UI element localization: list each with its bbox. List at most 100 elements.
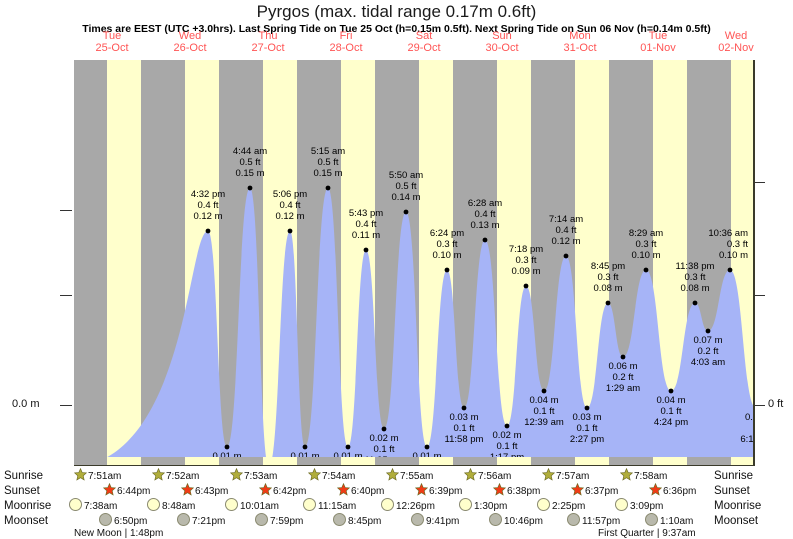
tide-point-label: 0.3 ft — [635, 239, 656, 250]
moon-circle-icon — [147, 498, 160, 511]
day-header-dow: Sun — [492, 30, 512, 42]
tide-point-label: 6:24 pm — [430, 228, 464, 239]
tide-annotations: 0.00 m0.0 ft10:34 am4:32 pm0.4 ft0.12 m0… — [165, 146, 753, 465]
day-header-5: Sun 30-Oct — [462, 30, 542, 54]
tide-point-label: 0.08 m — [680, 283, 709, 294]
star-icon — [620, 468, 633, 481]
sunset-cell-time: 6:44pm — [117, 486, 151, 497]
tide-point-label: 2:27 pm — [570, 434, 604, 445]
moon-circle-icon — [255, 513, 268, 526]
moonset-cell-5: 10:46pm — [489, 513, 543, 527]
day-night-strip-segment — [419, 457, 453, 465]
moon-circle-icon — [537, 498, 550, 511]
tide-point-label: 0.01 m — [412, 451, 441, 462]
tide-point-label: 5:06 pm — [273, 189, 307, 200]
moonset-cell-6: 11:57pm — [567, 513, 620, 527]
tide-point-label: 0.15 m — [235, 168, 264, 179]
moonrise-cell-7: 3:09pm — [615, 498, 663, 512]
y-axis-right-tick-zero — [755, 405, 765, 406]
day-header-date: 25-Oct — [95, 42, 129, 54]
tide-point-label: 0.11 m — [352, 230, 380, 241]
moonrise-cell-time: 10:01am — [240, 501, 279, 512]
tide-point-label: 0.04 m — [656, 395, 685, 406]
day-night-strip-segment — [687, 457, 731, 465]
moonset-cell-time: 9:41pm — [426, 516, 460, 527]
tide-point-label: 7:18 pm — [509, 244, 543, 255]
tide-point-marker — [482, 237, 488, 243]
tide-point-marker — [424, 444, 430, 450]
tide-point-marker — [605, 300, 611, 306]
moon-circle-icon — [333, 513, 346, 526]
tide-point-marker — [345, 444, 351, 450]
moonrise-cell-5: 1:30pm — [459, 498, 507, 512]
tide-point-marker — [541, 388, 547, 394]
astro-row-label-sunset: Sunset — [4, 485, 40, 497]
sunrise-cell-6: 7:57am — [542, 468, 589, 482]
tide-point-label: 0.08 m — [593, 283, 622, 294]
tide-point-label: 12:39 am — [524, 417, 564, 428]
tide-point-label: 0.5 ft — [239, 157, 260, 168]
tide-point-label: 8:45 pm — [591, 261, 625, 272]
tide-point-label: 5:43 pm — [349, 208, 383, 219]
tide-point-label: 0.13 m — [470, 220, 499, 231]
moon-phase-new-moon: New Moon | 1:48pm — [74, 528, 164, 539]
day-header-date: 02-Nov — [718, 42, 754, 54]
day-header-dow: Wed — [178, 30, 202, 42]
sunrise-cell-0: 7:51am — [74, 468, 121, 482]
tide-point-marker — [727, 267, 733, 273]
day-header-date: 31-Oct — [563, 42, 597, 54]
moon-phase-first-quarter: First Quarter | 9:37am — [598, 528, 696, 539]
tide-point-label: 0.01 m — [212, 451, 241, 462]
sunrise-cell-3: 7:54am — [308, 468, 355, 482]
tide-point-marker — [363, 247, 369, 253]
astro-row-label-sunset-right: Sunset — [714, 485, 750, 497]
plot-bottom-axis — [74, 465, 755, 466]
tide-point-label: 5:50 am — [389, 170, 423, 181]
tide-point-label: 1:29 am — [606, 383, 640, 394]
day-header-8: Wed 02-Nov — [696, 30, 776, 54]
tide-point-label: 0.5 ft — [395, 181, 416, 192]
tide-point-label: 0.04 m — [529, 395, 558, 406]
moonrise-cell-2: 10:01am — [225, 498, 279, 512]
tide-point-label: 0.03 m — [449, 412, 478, 423]
sunset-cell-time: 6:37pm — [585, 486, 619, 497]
day-night-strip-segment — [74, 457, 107, 465]
tide-point-label: 4:03 am — [691, 357, 725, 368]
day-header-6: Mon 31-Oct — [540, 30, 620, 54]
tide-point-label: 0.02 m — [369, 433, 398, 444]
star-icon — [649, 483, 662, 496]
y-axis-left-tick-mid — [60, 295, 72, 296]
tide-point-marker — [705, 328, 711, 334]
moon-circle-icon — [567, 513, 580, 526]
page-subtitle: Times are EEST (UTC +3.0hrs). Last Sprin… — [82, 23, 711, 35]
day-header-date: 28-Oct — [329, 42, 363, 54]
moonset-cell-0: 6:50pm — [99, 513, 147, 527]
tide-point-label: 0.15 m — [313, 168, 342, 179]
page-title: Pyrgos (max. tidal range 0.17m 0.6ft) — [256, 2, 537, 21]
moonrise-cell-0: 7:38am — [69, 498, 117, 512]
tide-water-area — [74, 188, 753, 465]
sunrise-cell-time: 7:52am — [166, 471, 200, 482]
y-axis-left-tick-upper — [60, 210, 72, 211]
tide-chart-svg: 0.00 m0.0 ft10:34 am4:32 pm0.4 ft0.12 m0… — [74, 60, 753, 465]
tide-point-marker — [668, 388, 674, 394]
tide-point-label: 5:15 am — [311, 146, 345, 157]
tide-point-label: 0.1 ft — [453, 423, 474, 434]
moonset-cell-2: 7:59pm — [255, 513, 303, 527]
moonset-cell-time: 6:50pm — [114, 516, 148, 527]
sunset-cell-4: 6:39pm — [415, 483, 462, 497]
tide-point-marker — [287, 228, 293, 234]
moon-circle-icon — [381, 498, 394, 511]
day-night-strip — [74, 457, 753, 465]
day-header-0: Tue 25-Oct — [72, 30, 152, 54]
moonrise-cell-time: 11:15am — [318, 501, 357, 512]
star-icon — [74, 468, 87, 481]
tide-point-label: 0.03 m — [572, 412, 601, 423]
moon-circle-icon — [303, 498, 316, 511]
moonset-cell-3: 8:45pm — [333, 513, 381, 527]
tide-point-label: 0.3 ft — [436, 239, 457, 250]
sunset-cell-3: 6:40pm — [337, 483, 384, 497]
tide-point-label: 0.12 m — [193, 211, 222, 222]
tide-point-marker — [620, 354, 626, 360]
tide-point-label: 0.14 m — [391, 192, 420, 203]
